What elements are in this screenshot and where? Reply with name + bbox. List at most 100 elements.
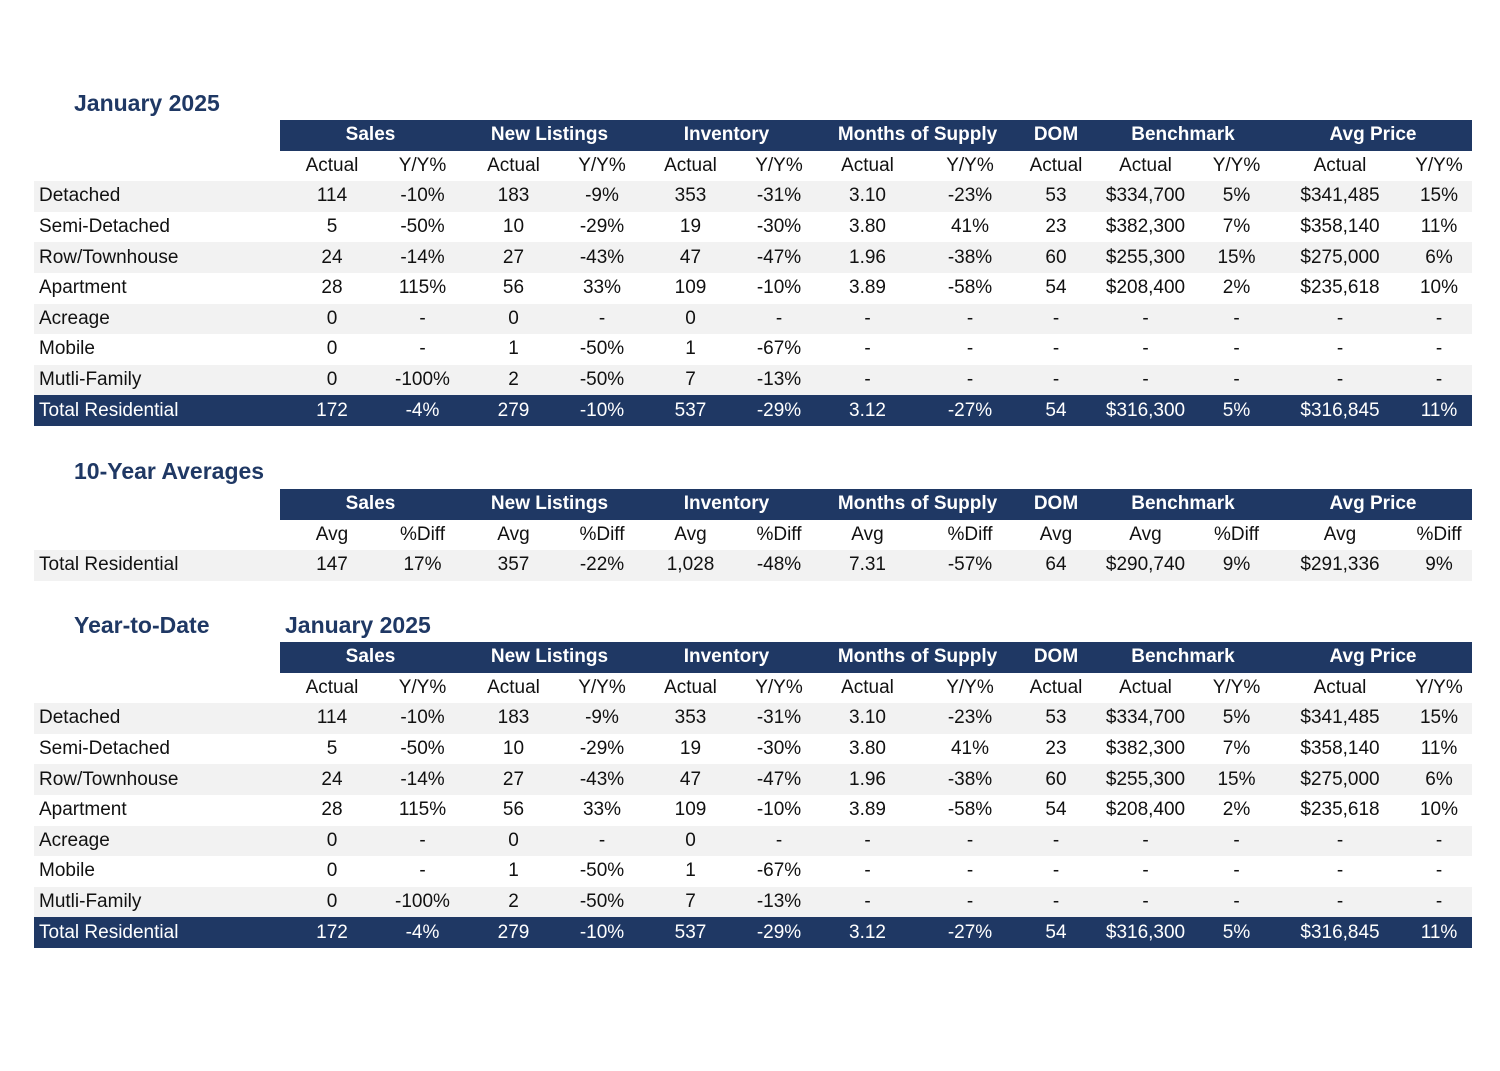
cell-value: 1	[461, 334, 566, 365]
cell-value: -9%	[566, 181, 638, 212]
cell-value: $334,700	[1092, 181, 1199, 212]
row-label: Acreage	[34, 303, 280, 335]
cell-value: -	[1406, 825, 1473, 857]
cell-value: $208,400	[1092, 794, 1199, 826]
cell-value: 28	[280, 794, 384, 826]
cell-value: 5%	[1199, 703, 1274, 734]
total-value: $316,845	[1274, 917, 1406, 948]
cell-value: -	[1274, 886, 1406, 918]
sub-header: Actual	[461, 672, 566, 704]
cell-value: 0	[280, 856, 384, 887]
sub-header: %Diff	[743, 519, 815, 551]
cell-value: -10%	[384, 703, 461, 734]
cell-value: -	[1406, 334, 1473, 365]
cell-value: -	[815, 334, 920, 365]
row-label: Apartment	[34, 794, 280, 826]
sub-header: %Diff	[384, 519, 461, 551]
total-value: 5%	[1199, 917, 1274, 948]
sub-header: Actual	[638, 150, 743, 182]
cell-value: -	[1020, 303, 1092, 335]
cell-value: 1	[638, 334, 743, 365]
group-header: New Listings	[461, 642, 638, 673]
group-header: Benchmark	[1092, 120, 1274, 151]
row-label: Mutli-Family	[34, 886, 280, 918]
table-row: Mutli-Family 0 -100% 2 -50% 7 -13% - - - - - - -	[34, 886, 1473, 918]
sub-header: Actual	[280, 150, 384, 182]
cell-value: -31%	[743, 181, 815, 212]
cell-value: -	[920, 856, 1020, 887]
averages-table: Sales New Listings Inventory Months of Supp…	[34, 489, 1473, 581]
cell-value: 23	[1020, 733, 1092, 765]
group-header: DOM	[1020, 120, 1092, 151]
cell-value: -67%	[743, 856, 815, 887]
cell-value: -50%	[384, 733, 461, 765]
cell-value: -	[1406, 856, 1473, 887]
cell-value: -50%	[566, 364, 638, 396]
group-header: Sales	[280, 642, 461, 673]
cell-value: 53	[1020, 181, 1092, 212]
total-value: 54	[1020, 395, 1092, 426]
cell-value: 0	[280, 303, 384, 335]
cell-value: 56	[461, 272, 566, 304]
cell-value: 3.80	[815, 733, 920, 765]
cell-value: -13%	[743, 364, 815, 396]
total-value: 5%	[1199, 395, 1274, 426]
header-spacer	[34, 519, 280, 551]
cell-value: -	[1274, 856, 1406, 887]
cell-value: 19	[638, 211, 743, 243]
total-label: Total Residential	[34, 395, 280, 426]
total-value: 11%	[1406, 395, 1473, 426]
cell-value: -29%	[566, 211, 638, 243]
cell-value: 5	[280, 211, 384, 243]
total-value: 11%	[1406, 917, 1473, 948]
cell-value: -100%	[384, 886, 461, 918]
group-header-row: Sales New Listings Inventory Months of Supp…	[34, 642, 1473, 673]
cell-value: -	[743, 303, 815, 335]
cell-value: 7%	[1199, 733, 1274, 765]
table-row: Mobile 0-1 -50% 1 -67% - - - - - - -	[34, 856, 1473, 887]
total-value: -4%	[384, 917, 461, 948]
total-value: 279	[461, 917, 566, 948]
cell-value: 41%	[920, 211, 1020, 243]
group-header: Inventory	[638, 489, 815, 520]
cell-value: 2%	[1199, 272, 1274, 304]
cell-value: 2%	[1199, 794, 1274, 826]
total-value: 279	[461, 395, 566, 426]
cell-value: -	[1020, 825, 1092, 857]
averages-title: 10-Year Averages	[74, 458, 265, 484]
sub-header: Actual	[815, 672, 920, 704]
cell-value: 60	[1020, 242, 1092, 273]
cell-value: $255,300	[1092, 242, 1199, 273]
total-row: Total Residential 172 -4% 279 -10% 537 -29% 3.1…	[34, 917, 1473, 948]
cell-value: 47	[638, 242, 743, 273]
group-header: Months of Supply	[815, 642, 1020, 673]
cell-value: -100%	[384, 364, 461, 396]
cell-value: -	[1274, 825, 1406, 857]
cell-value: -	[1199, 334, 1274, 365]
group-header: Sales	[280, 120, 461, 151]
cell-value: 33%	[566, 794, 638, 826]
sub-header: Actual	[1092, 672, 1199, 704]
header-spacer	[34, 642, 280, 673]
table-row: Acreage 0-0-0- - - - - - - -	[34, 303, 1473, 335]
cell-value: 33%	[566, 272, 638, 304]
cell-value: -	[1274, 334, 1406, 365]
cell-value: 24	[280, 764, 384, 795]
sub-header: Avg	[280, 519, 384, 551]
cell-value: 6%	[1406, 764, 1473, 795]
sub-header: Y/Y%	[384, 672, 461, 704]
cell-value: 1	[638, 856, 743, 887]
cell-value: $235,618	[1274, 794, 1406, 826]
cell-value: 0	[280, 334, 384, 365]
cell-value: -	[815, 825, 920, 857]
cell-value: $382,300	[1092, 211, 1199, 243]
cell-value: -50%	[566, 334, 638, 365]
cell-value: 1.96	[815, 764, 920, 795]
cell-value: 0	[280, 825, 384, 857]
sub-header: %Diff	[566, 519, 638, 551]
sub-header: Actual	[815, 150, 920, 182]
cell-value: $235,618	[1274, 272, 1406, 304]
sub-header: Y/Y%	[1406, 672, 1473, 704]
cell-value: 0	[280, 364, 384, 396]
cell-value: $208,400	[1092, 272, 1199, 304]
